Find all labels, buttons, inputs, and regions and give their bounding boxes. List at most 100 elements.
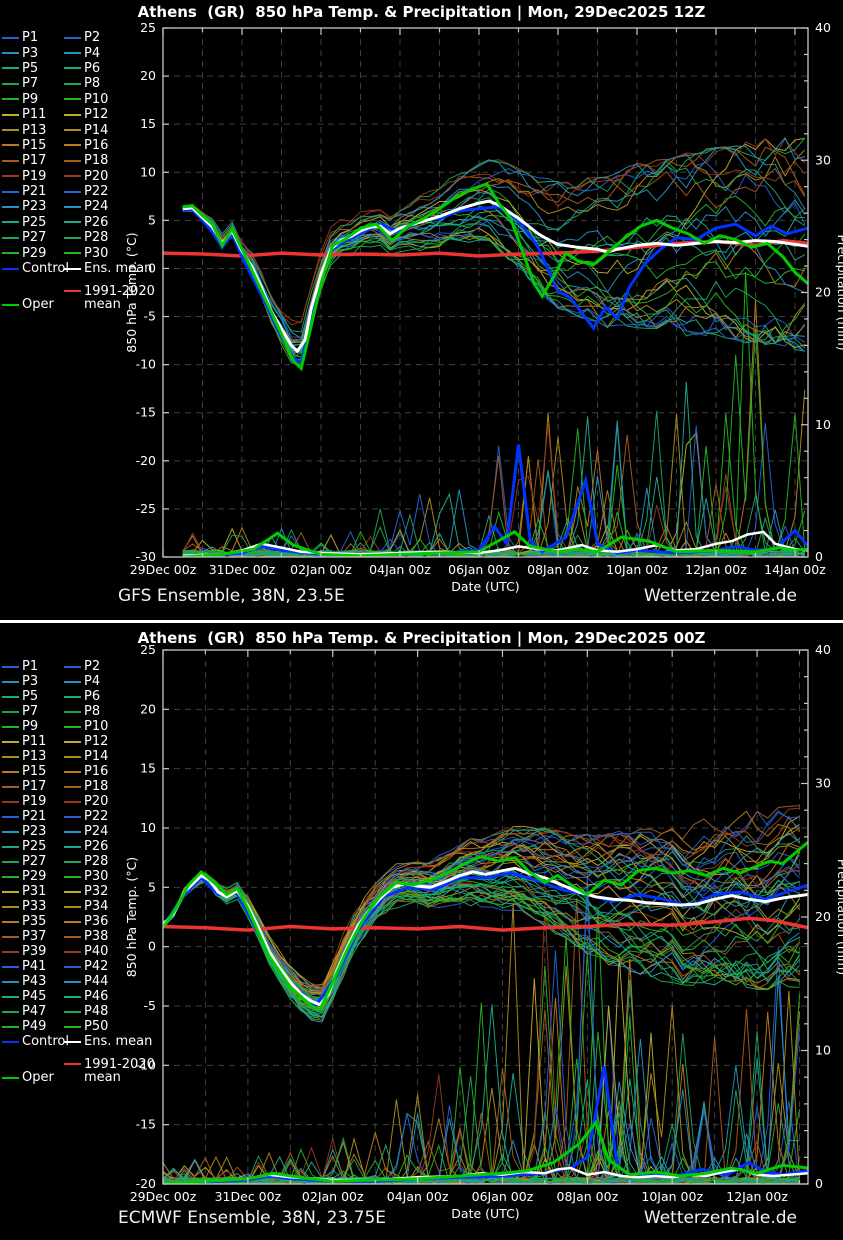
legend-swatch (64, 755, 81, 758)
legend-label: P38 (84, 929, 109, 944)
legend-label: P22 (84, 184, 109, 200)
legend-item: P23 (2, 200, 64, 213)
legend-swatch (64, 920, 81, 923)
legend-swatch (64, 950, 81, 953)
legend-label: P47 (22, 1004, 47, 1019)
x-axis-label: Date (UTC) (451, 1206, 519, 1221)
legend-swatch (64, 800, 81, 803)
y-left-tick-label: 5 (148, 212, 156, 227)
legend-label: P41 (22, 959, 47, 974)
legend-swatch (64, 770, 81, 773)
legend-swatch (2, 800, 19, 803)
legend-swatch (2, 98, 19, 101)
legend-swatch (2, 1040, 19, 1043)
legend-item: P25 (2, 840, 64, 853)
legend-label: P11 (22, 107, 47, 123)
legend-swatch (2, 267, 19, 270)
legend-label: P15 (22, 764, 47, 779)
legend-label: P30 (84, 869, 109, 884)
legend-label: P39 (22, 944, 47, 959)
legend-row: P47 P48 (2, 1004, 156, 1019)
legend-label: P19 (22, 794, 47, 809)
x-tick-label: 31Dec 00z (215, 1189, 282, 1204)
legend-item: P35 (2, 915, 64, 928)
ensemble-member-temp-line (163, 881, 800, 1018)
legend-label: P4 (84, 674, 101, 689)
ecmwf-chart-plot: 29Dec 00z 31Dec 00z 02Jan 00z 04Jan 00z 06Ja… (124, 642, 843, 1221)
control-temp-line (182, 205, 808, 366)
legend-item: P34 (64, 900, 126, 913)
y-left-tick-label: 15 (140, 116, 156, 131)
legend-label: Ens. mean (84, 261, 153, 277)
legend-item: P1 (2, 660, 64, 673)
ensemble-member-temp-line (182, 161, 806, 338)
legend-swatch (64, 267, 81, 270)
legend-label: P7 (22, 704, 39, 719)
ensemble-member-temp-line (182, 208, 806, 344)
x-tick-label: 04Jan 00z (369, 562, 431, 577)
legend-swatch (2, 52, 19, 55)
legend-item: P39 (2, 945, 64, 958)
legend-row: P9 P10 (2, 719, 156, 734)
x-tick-label: 12Jan 00z (726, 1189, 788, 1204)
legend-item: P43 (2, 975, 64, 988)
legend-label: P45 (22, 989, 47, 1004)
ensemble-member-precip-line (163, 953, 800, 1184)
legend-label: P14 (84, 122, 109, 138)
grid (163, 28, 808, 557)
legend-swatch (2, 175, 19, 178)
y-left-tick-label: -10 (136, 1057, 156, 1072)
legend-swatch (64, 995, 81, 998)
legend-item: P11 (2, 108, 64, 121)
legend-swatch (64, 144, 81, 147)
y-axis-label-right: Precipitation (mm) (835, 234, 843, 350)
legend-row: P5 P6 (2, 61, 156, 76)
gfs-chart-plot: 29Dec 00z 31Dec 00z 02Jan 00z 04Jan 00z 06Ja… (124, 20, 843, 594)
legend-swatch (2, 725, 19, 728)
legend-item: P48 (64, 1005, 126, 1018)
legend-swatch (64, 52, 81, 55)
legend-item: P3 (2, 675, 64, 688)
ecmwf-ensemble-panel: Athens (GR) 850 hPa Temp. & Precipitatio… (0, 620, 843, 1240)
x-tick-label: 10Jan 00z (641, 1189, 703, 1204)
y-right-tick-label: 30 (815, 776, 831, 791)
legend-row: P19 P20 (2, 169, 156, 184)
legend-swatch (64, 665, 81, 668)
legend-row: P25 P26 (2, 839, 156, 854)
legend-item: P16 (64, 765, 126, 778)
grid (163, 650, 808, 1184)
legend-row: P25 P26 (2, 215, 156, 230)
legend-row: P1 P2 (2, 30, 156, 45)
ensemble-member-precip-line (182, 413, 806, 557)
clim-mean-line (163, 916, 808, 932)
y-left-tick-label: -15 (136, 1117, 156, 1132)
legend-swatch (2, 236, 19, 239)
legend-label: P5 (22, 689, 39, 704)
legend-item: P7 (2, 77, 64, 90)
legend-label: Oper (22, 1070, 54, 1085)
legend-swatch (2, 890, 19, 893)
legend-item: P7 (2, 705, 64, 718)
y-left-tick-label: 20 (140, 68, 156, 83)
legend-label: P33 (22, 899, 47, 914)
legend-label: P8 (84, 704, 101, 719)
ensemble-member-temp-line (163, 842, 800, 989)
legend-row: P43 P44 (2, 974, 156, 989)
legend-label: P42 (84, 959, 109, 974)
legend-label: P2 (84, 659, 101, 674)
legend-row-means: Control Ens. mean (2, 1034, 156, 1049)
legend-item: P29 (2, 870, 64, 883)
legend-item: P28 (64, 855, 126, 868)
y-left-tick-label: -25 (136, 501, 156, 516)
ensemble-member-temp-line (163, 872, 800, 1000)
legend-item: P15 (2, 139, 64, 152)
legend-item: P18 (64, 154, 126, 167)
x-tick-label: 08Jan 00z (527, 562, 589, 577)
legend-label: P34 (84, 899, 109, 914)
legend-item: P20 (64, 170, 126, 183)
x-tick-label: 12Jan 00z (685, 562, 747, 577)
legend-item: Oper (2, 298, 64, 311)
x-axis-label: Date (UTC) (451, 579, 519, 594)
legend-item: P19 (2, 170, 64, 183)
x-tick-label: 29Dec 00z (130, 1189, 197, 1204)
